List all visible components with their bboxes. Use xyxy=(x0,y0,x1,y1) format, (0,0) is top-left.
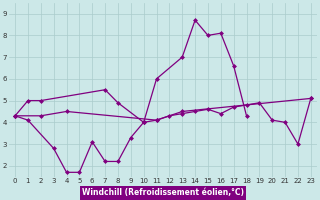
X-axis label: Windchill (Refroidissement éolien,°C): Windchill (Refroidissement éolien,°C) xyxy=(82,188,244,197)
